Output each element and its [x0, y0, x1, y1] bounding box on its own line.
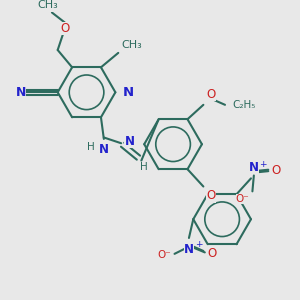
Text: O: O [206, 88, 215, 101]
Text: CH₃: CH₃ [121, 40, 142, 50]
Text: N: N [16, 86, 26, 99]
Text: N: N [249, 161, 259, 174]
Text: N: N [184, 243, 194, 256]
Text: H: H [140, 162, 148, 172]
Text: O: O [60, 22, 70, 35]
Text: H: H [87, 142, 95, 152]
Text: C: C [18, 86, 26, 99]
Text: O⁻: O⁻ [157, 250, 171, 260]
Text: CH₃: CH₃ [37, 0, 58, 10]
Text: +: + [259, 160, 266, 169]
Text: +: + [195, 240, 202, 249]
Text: O: O [271, 164, 280, 177]
Text: N: N [124, 135, 135, 148]
Text: N: N [123, 86, 134, 99]
Text: N: N [99, 143, 109, 156]
Text: C₂H₅: C₂H₅ [232, 100, 256, 110]
Text: O: O [208, 247, 217, 260]
Text: O: O [206, 189, 215, 203]
Text: O⁻: O⁻ [236, 194, 250, 204]
